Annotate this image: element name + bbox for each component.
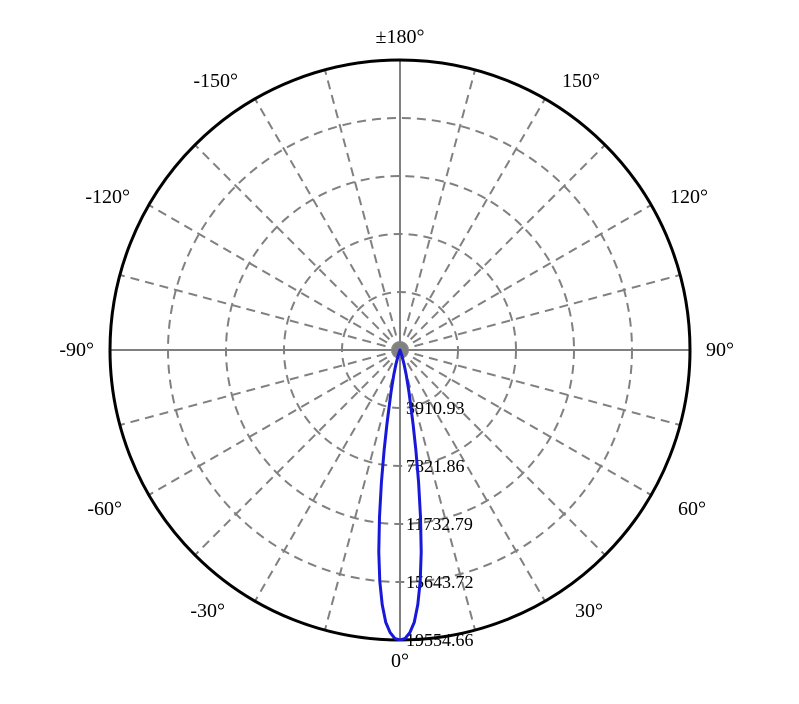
radial-tick-label: 11732.79: [406, 514, 473, 534]
angle-label: 90°: [706, 339, 734, 361]
grid-spoke: [255, 99, 400, 350]
angle-label: 60°: [678, 498, 706, 520]
angle-label: 120°: [670, 186, 708, 208]
grid-spoke: [149, 350, 400, 495]
grid-spoke: [195, 350, 400, 555]
angle-label: -150°: [193, 70, 238, 92]
angle-label: -120°: [85, 186, 130, 208]
grid-spoke: [195, 145, 400, 350]
angle-label: -90°: [59, 339, 94, 361]
grid-spoke: [400, 70, 475, 350]
radial-tick-label: 7821.86: [406, 456, 465, 476]
angle-label: -30°: [190, 600, 225, 622]
grid-spoke: [325, 350, 400, 630]
radial-tick-label: 19554.66: [406, 630, 474, 650]
angle-label: 0°: [391, 650, 409, 672]
grid-spoke: [149, 205, 400, 350]
grid-spoke: [400, 275, 680, 350]
radial-tick-label: 15643.72: [406, 572, 474, 592]
radial-tick-label: 3910.93: [406, 398, 465, 418]
grid-spoke: [400, 99, 545, 350]
grid-spoke: [400, 145, 605, 350]
grid-spoke: [120, 350, 400, 425]
grid-spoke: [325, 70, 400, 350]
angle-label: ±180°: [376, 26, 425, 48]
angle-label: 150°: [562, 70, 600, 92]
grid-spoke: [120, 275, 400, 350]
grid-spoke: [400, 205, 651, 350]
angle-label: -60°: [87, 498, 122, 520]
angle-label: 30°: [575, 600, 603, 622]
polar-chart: 3910.93 7821.86 11732.79 15643.72 19554.660°…: [0, 0, 799, 704]
